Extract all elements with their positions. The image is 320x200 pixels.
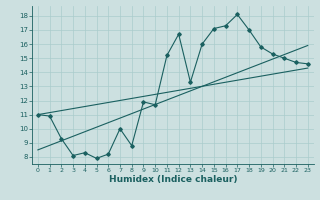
X-axis label: Humidex (Indice chaleur): Humidex (Indice chaleur) (108, 175, 237, 184)
